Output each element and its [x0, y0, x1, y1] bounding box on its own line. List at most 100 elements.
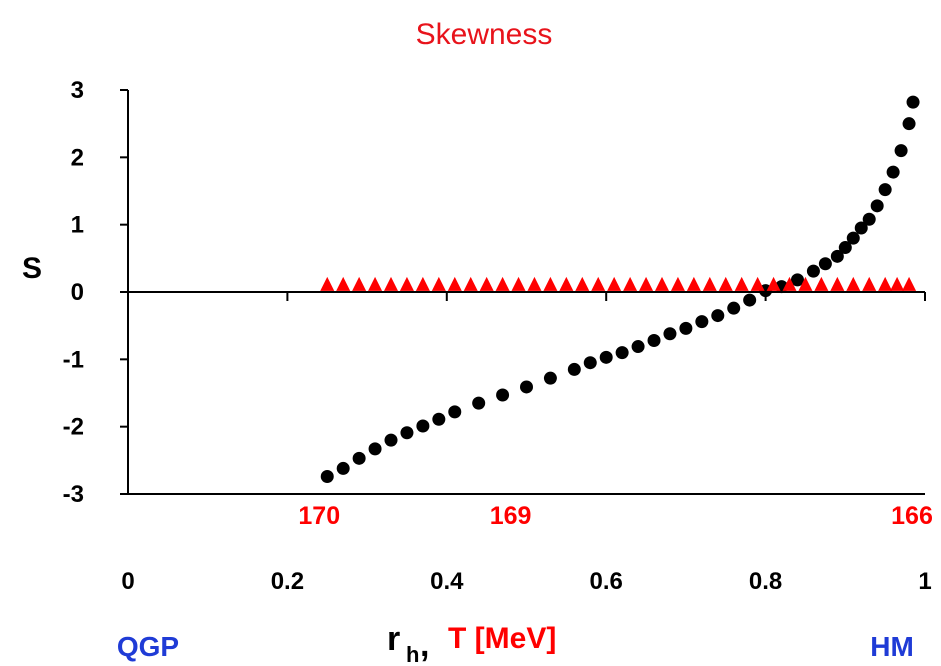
- data-point: [543, 276, 558, 291]
- x-axis-label: r h , T [MeV]: [387, 620, 556, 666]
- data-point: [368, 442, 382, 456]
- data-point: [559, 276, 574, 291]
- x-tick-labels: 0 0.2 0.4 0.6 0.8 1: [121, 568, 931, 595]
- data-point: [862, 276, 877, 291]
- data-point: [894, 144, 908, 158]
- data-point: [862, 212, 876, 226]
- data-point: [886, 165, 900, 179]
- data-point: [336, 461, 350, 475]
- data-point: [654, 276, 669, 291]
- data-point: [695, 315, 709, 329]
- data-point: [543, 371, 557, 385]
- data-point: [782, 276, 797, 291]
- data-point: [520, 380, 533, 394]
- data-point: [567, 362, 581, 376]
- data-point: [447, 276, 462, 291]
- data-point: [798, 276, 813, 291]
- data-point: [838, 241, 852, 255]
- data-point: [878, 276, 893, 291]
- hm-label: HM: [870, 631, 914, 662]
- data-point: [846, 276, 861, 291]
- data-point: [766, 276, 781, 291]
- data-point: [527, 276, 542, 291]
- axes: [120, 89, 926, 495]
- data-point: [431, 276, 446, 291]
- data-point: [599, 350, 613, 364]
- y-tick-label: 3: [71, 77, 84, 104]
- qgp-label: QGP: [117, 631, 179, 662]
- data-point: [336, 276, 351, 291]
- data-series: [320, 95, 920, 483]
- y-tick-label: 1: [71, 212, 84, 239]
- data-point: [902, 276, 917, 291]
- x-axis-label-separator: ,: [420, 626, 429, 664]
- data-point: [718, 276, 733, 291]
- data-point: [663, 327, 677, 341]
- data-point: [472, 396, 486, 410]
- temperature-tick-labels: 170 169 166: [298, 502, 932, 530]
- data-point: [496, 388, 510, 402]
- y-tick-label: 2: [71, 144, 84, 171]
- data-point: [878, 183, 892, 197]
- data-point: [623, 276, 638, 291]
- data-point: [647, 333, 661, 347]
- data-point: [448, 405, 462, 419]
- y-axis-label: S: [22, 252, 42, 285]
- data-point: [320, 469, 334, 483]
- data-point: [854, 221, 868, 235]
- x-tick-label: 0.8: [749, 568, 782, 595]
- data-point: [615, 346, 629, 360]
- data-point: [727, 301, 741, 315]
- data-point: [583, 356, 597, 370]
- data-point: [352, 276, 367, 291]
- data-point: [750, 276, 765, 291]
- x-axis-label-symbol: r: [387, 620, 400, 658]
- chart-title: Skewness: [416, 18, 553, 51]
- y-tick-label: -3: [63, 481, 84, 508]
- data-point: [679, 321, 693, 335]
- data-point: [399, 276, 414, 291]
- data-point: [495, 276, 510, 291]
- data-point: [368, 276, 383, 291]
- x-tick-label: 1: [918, 568, 931, 595]
- x-tick-label: 0.4: [430, 568, 464, 595]
- data-point: [352, 451, 366, 465]
- data-point: [830, 276, 845, 291]
- data-point: [906, 95, 920, 109]
- data-point: [790, 273, 804, 287]
- temperature-tick-label: 169: [490, 502, 532, 530]
- data-point: [463, 276, 478, 291]
- y-tick-labels: 3 2 1 0 -1 -2 -3: [63, 77, 84, 508]
- data-point: [711, 309, 725, 323]
- temperature-tick-label: 170: [298, 502, 340, 530]
- data-point: [734, 276, 749, 291]
- data-point: [806, 264, 820, 278]
- data-point: [686, 276, 701, 291]
- data-point: [631, 340, 645, 354]
- data-point: [384, 433, 398, 447]
- data-point: [846, 231, 860, 245]
- y-tick-label: 0: [71, 279, 84, 306]
- data-point: [890, 276, 905, 291]
- x-axis-label-subscript: h: [406, 642, 419, 666]
- data-point: [743, 293, 757, 307]
- x-tick-label: 0.6: [590, 568, 623, 595]
- data-point: [702, 276, 717, 291]
- data-point: [479, 276, 494, 291]
- x-axis-label-temperature: T [MeV]: [448, 622, 556, 655]
- y-tick-label: -1: [63, 346, 84, 373]
- data-point: [511, 276, 526, 291]
- temperature-series: [320, 276, 917, 291]
- data-point: [575, 276, 590, 291]
- data-point: [814, 276, 829, 291]
- data-point: [607, 276, 622, 291]
- data-point: [670, 276, 685, 291]
- data-point: [415, 276, 430, 291]
- data-point: [400, 426, 414, 440]
- temperature-tick-label: 166: [891, 502, 933, 530]
- data-point: [639, 276, 654, 291]
- data-point: [384, 276, 399, 291]
- data-point: [432, 412, 446, 426]
- data-point: [902, 117, 916, 131]
